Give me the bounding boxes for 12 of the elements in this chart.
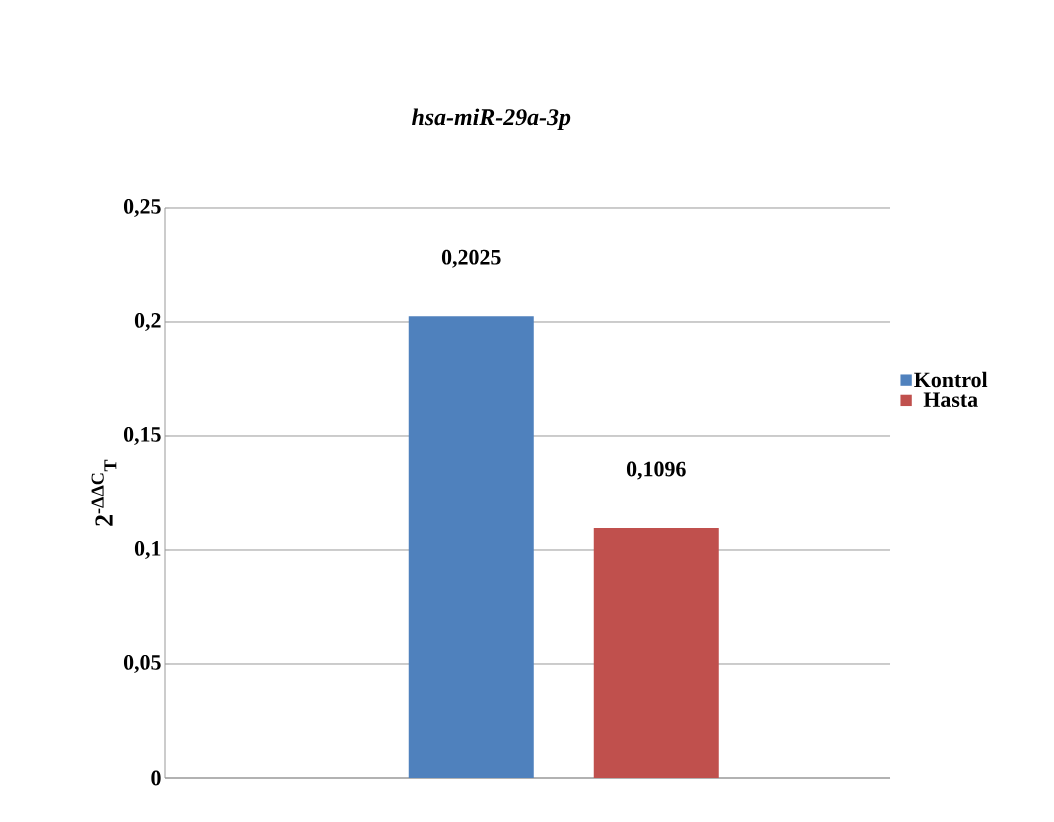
data-label: 0,1096 xyxy=(626,461,686,480)
data-label: 0,2025 xyxy=(441,249,501,268)
y-tick-label: 0,05 xyxy=(123,655,161,673)
legend-label: Kontrol xyxy=(914,371,988,388)
y-tick-label: 0,2 xyxy=(134,313,161,331)
y-axis-title: 2$^{-ΔΔC}$T xyxy=(91,459,117,526)
y-tick-label: 0 xyxy=(151,770,161,786)
chart-title: hsa-miR-29a-3p xyxy=(412,108,571,131)
y-tick-label: 0,15 xyxy=(123,427,161,445)
legend-label: Hasta xyxy=(923,392,978,408)
y-tick-label: 0,25 xyxy=(123,199,161,217)
y-tick-label: 0,1 xyxy=(134,541,161,559)
